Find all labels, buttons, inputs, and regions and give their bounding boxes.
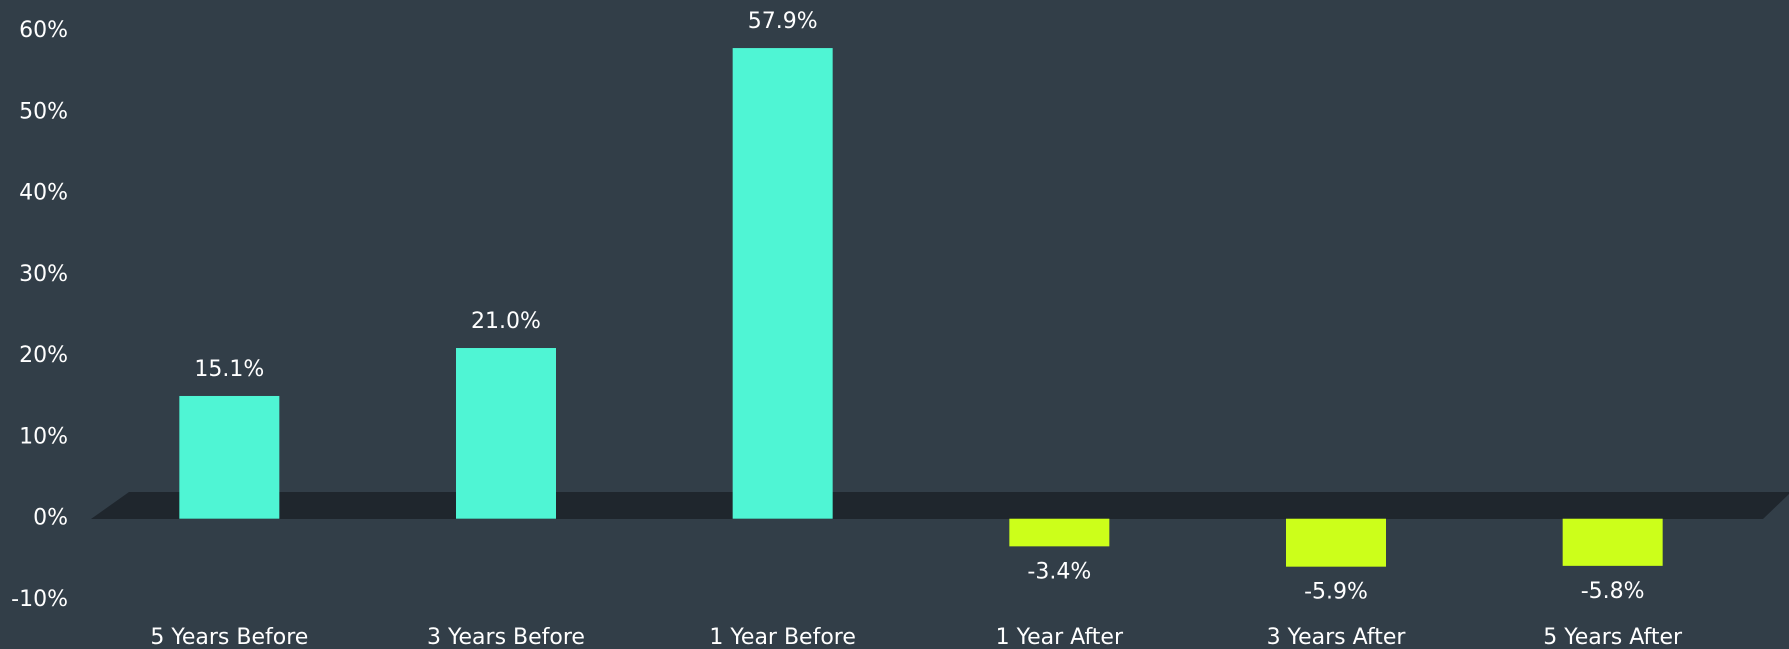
- bar: [179, 395, 280, 519]
- x-tick-label: 3 Years Before: [427, 625, 585, 649]
- x-tick-label: 5 Years After: [1543, 625, 1683, 649]
- bar: [1286, 518, 1386, 567]
- x-tick-label: 1 Year After: [996, 625, 1124, 649]
- bar: [456, 348, 556, 519]
- y-tick-label: 20%: [19, 343, 68, 368]
- x-tick-label: 1 Year Before: [709, 625, 856, 649]
- bar: [732, 48, 833, 519]
- value-label: -5.9%: [1304, 580, 1368, 605]
- value-label: -5.8%: [1581, 579, 1645, 604]
- x-tick-label: 5 Years Before: [150, 625, 308, 649]
- bar: [1562, 518, 1663, 566]
- y-tick-label: -10%: [11, 587, 68, 612]
- x-tick-label: 3 Years After: [1267, 625, 1407, 649]
- y-tick-label: 50%: [19, 99, 68, 124]
- y-tick-label: 40%: [19, 181, 68, 206]
- y-tick-label: 60%: [19, 18, 68, 43]
- y-tick-label: 30%: [19, 262, 68, 287]
- value-label: 21.0%: [471, 309, 541, 334]
- floor: [91, 492, 1789, 519]
- value-label: 15.1%: [194, 357, 264, 382]
- value-label: 57.9%: [748, 9, 818, 34]
- value-label: -3.4%: [1027, 559, 1091, 584]
- y-tick-label: 10%: [19, 424, 68, 449]
- bar: [1009, 518, 1110, 547]
- y-tick-label: 0%: [33, 506, 68, 531]
